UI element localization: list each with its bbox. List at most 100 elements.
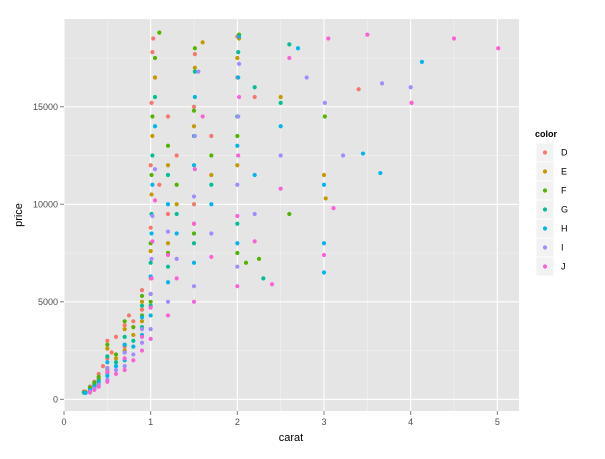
data-point — [321, 172, 327, 178]
data-point — [192, 133, 197, 139]
data-point — [131, 352, 136, 357]
data-point — [235, 264, 240, 269]
data-point — [278, 153, 283, 158]
data-point — [252, 172, 257, 178]
x-tick-label: 0 — [61, 417, 66, 427]
data-point — [243, 260, 249, 265]
data-point — [252, 94, 257, 100]
data-point — [139, 287, 145, 293]
data-point — [87, 390, 93, 395]
data-point — [340, 153, 346, 158]
data-point — [322, 114, 327, 119]
data-point — [126, 313, 132, 318]
data-point — [209, 153, 214, 158]
data-point — [139, 303, 145, 308]
legend-label: H — [561, 224, 568, 234]
data-point — [165, 241, 171, 246]
legend-label: G — [561, 205, 568, 215]
y-tick-label: 10000 — [33, 199, 58, 209]
data-point — [252, 85, 257, 90]
data-point — [148, 225, 153, 230]
data-point — [165, 202, 171, 207]
data-point — [105, 379, 110, 384]
data-point — [131, 319, 136, 324]
data-point — [122, 334, 127, 339]
data-point — [148, 299, 153, 304]
data-point — [174, 182, 179, 187]
data-point — [96, 371, 101, 377]
x-axis: 0 1 2 3 4 5 — [61, 411, 500, 427]
data-point — [131, 325, 136, 330]
data-point — [148, 163, 153, 168]
legend-key-point — [542, 150, 548, 155]
data-point — [148, 305, 153, 310]
data-point — [287, 211, 292, 217]
data-point — [165, 211, 171, 217]
x-tick-label: 3 — [321, 417, 326, 427]
data-point — [92, 380, 97, 385]
legend-key-point — [542, 245, 548, 250]
data-point — [113, 371, 119, 377]
data-point — [131, 358, 136, 363]
data-point — [150, 114, 155, 119]
data-point — [131, 338, 136, 343]
data-point — [149, 100, 154, 105]
data-point — [165, 313, 171, 318]
data-point — [191, 284, 197, 289]
data-point — [235, 182, 240, 187]
legend-label: J — [561, 262, 566, 272]
data-point — [191, 194, 197, 199]
data-point — [122, 367, 127, 373]
data-point — [321, 270, 327, 275]
data-point — [83, 390, 88, 395]
data-point — [122, 319, 127, 324]
data-point — [152, 75, 158, 80]
data-point — [105, 338, 110, 343]
data-point — [152, 55, 158, 61]
data-point — [209, 182, 214, 187]
data-point — [148, 248, 153, 254]
data-point — [165, 172, 171, 178]
data-point — [131, 332, 136, 338]
data-point — [113, 364, 119, 369]
data-point — [191, 108, 197, 113]
data-point — [261, 276, 266, 281]
data-point — [122, 364, 127, 369]
data-point — [192, 167, 197, 172]
data-point — [122, 342, 127, 347]
data-point — [191, 260, 197, 265]
data-point — [235, 163, 240, 168]
data-point — [165, 114, 171, 119]
data-point — [356, 87, 361, 92]
data-point — [165, 264, 171, 269]
data-point — [113, 360, 119, 365]
data-point — [304, 75, 309, 80]
data-point — [113, 356, 119, 361]
data-point — [326, 36, 331, 41]
data-point — [165, 299, 171, 304]
data-point — [165, 229, 171, 234]
x-tick-label: 4 — [408, 417, 413, 427]
data-point — [150, 50, 155, 55]
data-point — [200, 114, 205, 119]
x-tick-label: 5 — [495, 417, 500, 427]
data-point — [235, 213, 240, 219]
data-point — [174, 276, 179, 281]
data-point — [139, 293, 145, 299]
data-point — [96, 374, 101, 379]
data-point — [209, 172, 214, 178]
data-point — [191, 231, 197, 236]
x-tick-label: 1 — [148, 417, 153, 427]
data-point — [100, 364, 106, 369]
legend-label: F — [561, 186, 567, 196]
data-point — [236, 50, 241, 55]
data-point — [191, 299, 197, 304]
data-point — [105, 360, 110, 365]
data-point — [236, 34, 242, 39]
data-point — [235, 143, 240, 148]
data-point — [122, 350, 127, 355]
data-point — [365, 32, 370, 37]
legend-key-point — [542, 207, 548, 212]
data-point — [152, 94, 158, 100]
